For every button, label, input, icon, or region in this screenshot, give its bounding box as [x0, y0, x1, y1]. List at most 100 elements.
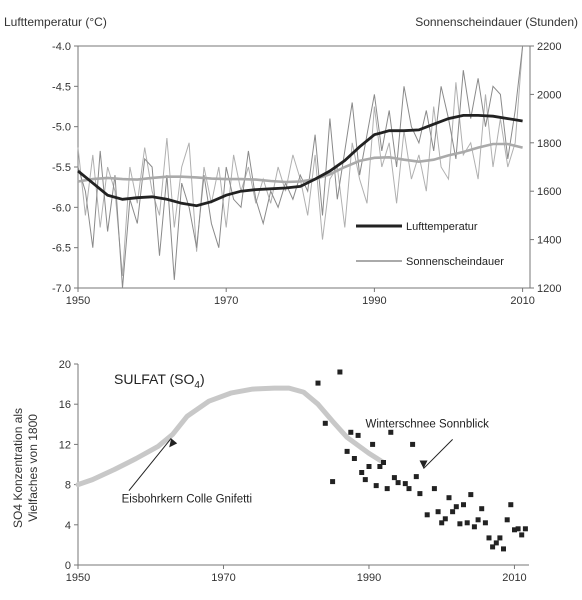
temperature-trend-line — [77, 114, 523, 208]
top-left-tick-label: -6.0 — [52, 202, 71, 214]
snow-point — [464, 520, 470, 526]
sulfate-chart: SO4 Konzentration als Vielfaches von 180… — [11, 359, 529, 584]
top-right-tick-label: 1800 — [537, 138, 561, 150]
snow-point — [435, 509, 441, 515]
snow-point — [457, 521, 463, 527]
snow-point — [402, 481, 408, 487]
bottom-y-axis-title-line2: Vielfaches von 1800 — [26, 414, 40, 522]
snow-point — [413, 474, 419, 480]
snow-point — [479, 506, 485, 512]
snow-point — [519, 532, 525, 538]
snow-point — [362, 477, 368, 483]
snow-point — [391, 475, 397, 481]
snow-point — [337, 369, 343, 375]
snow-point — [493, 540, 499, 546]
snow-point — [322, 420, 328, 426]
legend-label-sonnenscheindauer: Sonnenscheindauer — [406, 256, 504, 268]
bottom-y-tick-label: 0 — [65, 560, 71, 572]
snow-point — [344, 448, 350, 454]
top-left-tick-label: -4.0 — [52, 41, 71, 53]
snow-point — [348, 429, 354, 435]
snow-point — [446, 495, 452, 501]
temperature-sunshine-chart: Lufttemperatur (°C) Sonnenscheindauer (S… — [4, 15, 578, 307]
snow-point — [377, 464, 383, 469]
top-series — [77, 45, 524, 289]
snow-point — [370, 441, 376, 447]
snow-point — [482, 520, 488, 526]
top-x-tick-label: 1970 — [214, 295, 238, 307]
snow-point — [490, 544, 496, 550]
top-axis-ticks: 1950 1970 1990 2010 -4.0 -4.5 -5.0 -5.5 -6.0 -6.5… — [52, 41, 561, 307]
top-left-tick-label: -7.0 — [52, 283, 71, 295]
bottom-y-tick-label: 16 — [59, 399, 71, 411]
legend-label-lufttemperatur: Lufttemperatur — [406, 221, 478, 233]
top-x-tick-label: 1990 — [362, 295, 386, 307]
bottom-y-tick-label: 8 — [65, 480, 71, 492]
bottom-axes: 1950 1970 1990 2010 0 4 8 12 16 20 — [59, 359, 529, 584]
snow-point — [497, 535, 503, 541]
snow-point — [504, 517, 510, 523]
top-right-tick-label: 1400 — [537, 235, 561, 247]
top-left-tick-label: -5.5 — [52, 162, 71, 174]
annotation-eisbohrkern: Eisbohrkern Colle Gnifetti — [122, 494, 252, 506]
snow-point — [384, 486, 390, 492]
top-right-tick-label: 2000 — [537, 89, 561, 101]
bottom-y-tick-label: 20 — [59, 359, 71, 371]
top-right-tick-label: 1200 — [537, 283, 561, 295]
annotation-winterschnee: Winterschnee Sonnblick — [365, 418, 489, 430]
snow-point — [515, 526, 521, 532]
snow-point — [410, 441, 416, 447]
bottom-x-tick-label: 2010 — [502, 572, 526, 584]
arrow-winterschnee — [423, 439, 453, 469]
snow-point — [417, 491, 423, 497]
snow-point — [366, 464, 372, 469]
sunshine-trend-line — [77, 142, 523, 184]
bottom-x-tick-label: 1950 — [66, 572, 90, 584]
snow-point — [330, 479, 336, 485]
snow-point — [486, 535, 492, 541]
snow-point — [355, 432, 361, 438]
arrow-eisbohrkern — [128, 438, 172, 491]
bottom-series — [75, 369, 528, 552]
bottom-y-axis-title-line1: SO4 Konzentration als — [11, 408, 25, 528]
top-left-tick-label: -4.5 — [52, 81, 71, 93]
ice-core-line — [75, 385, 386, 488]
left-axis-title: Lufttemperatur (°C) — [4, 15, 107, 29]
snow-point — [453, 504, 459, 510]
arrowhead-winterschnee — [419, 460, 428, 469]
snow-point — [424, 512, 430, 518]
sulfat-title-suffix: ) — [200, 371, 205, 387]
top-x-tick-label: 2010 — [510, 295, 534, 307]
snow-point — [388, 429, 394, 435]
top-right-tick-label: 2200 — [537, 41, 561, 53]
snow-point — [439, 520, 445, 526]
top-x-tick-label: 1950 — [66, 295, 90, 307]
sulfat-title-subscript: 4 — [194, 380, 200, 391]
snow-point — [395, 480, 401, 486]
snow-point — [381, 460, 386, 465]
snow-point — [450, 509, 456, 515]
snow-point — [359, 470, 365, 475]
arrowhead-eisbohrkern — [169, 438, 178, 448]
snow-point — [351, 456, 357, 461]
top-legend: Lufttemperatur Sonnenscheindauer — [356, 221, 504, 268]
bottom-y-tick-label: 12 — [59, 439, 71, 451]
snow-point — [406, 486, 412, 492]
snow-point — [501, 546, 506, 552]
snow-point — [512, 527, 517, 533]
snow-point — [315, 380, 321, 386]
bottom-annotations: Winterschnee Sonnblick Eisbohrkern Colle … — [122, 418, 489, 505]
snow-point — [471, 524, 477, 530]
snow-point — [461, 502, 466, 508]
snow-point — [475, 517, 481, 523]
snow-point — [442, 516, 448, 522]
top-left-tick-label: -5.0 — [52, 122, 71, 134]
sulfat-title-main: SULFAT (SO — [114, 371, 195, 387]
bottom-x-tick-label: 1970 — [211, 572, 235, 584]
top-right-tick-label: 1600 — [537, 186, 561, 198]
snow-point — [468, 492, 474, 498]
bottom-x-tick-label: 1990 — [357, 572, 381, 584]
sunshine-annual-line — [77, 45, 524, 276]
snow-point — [508, 502, 514, 508]
